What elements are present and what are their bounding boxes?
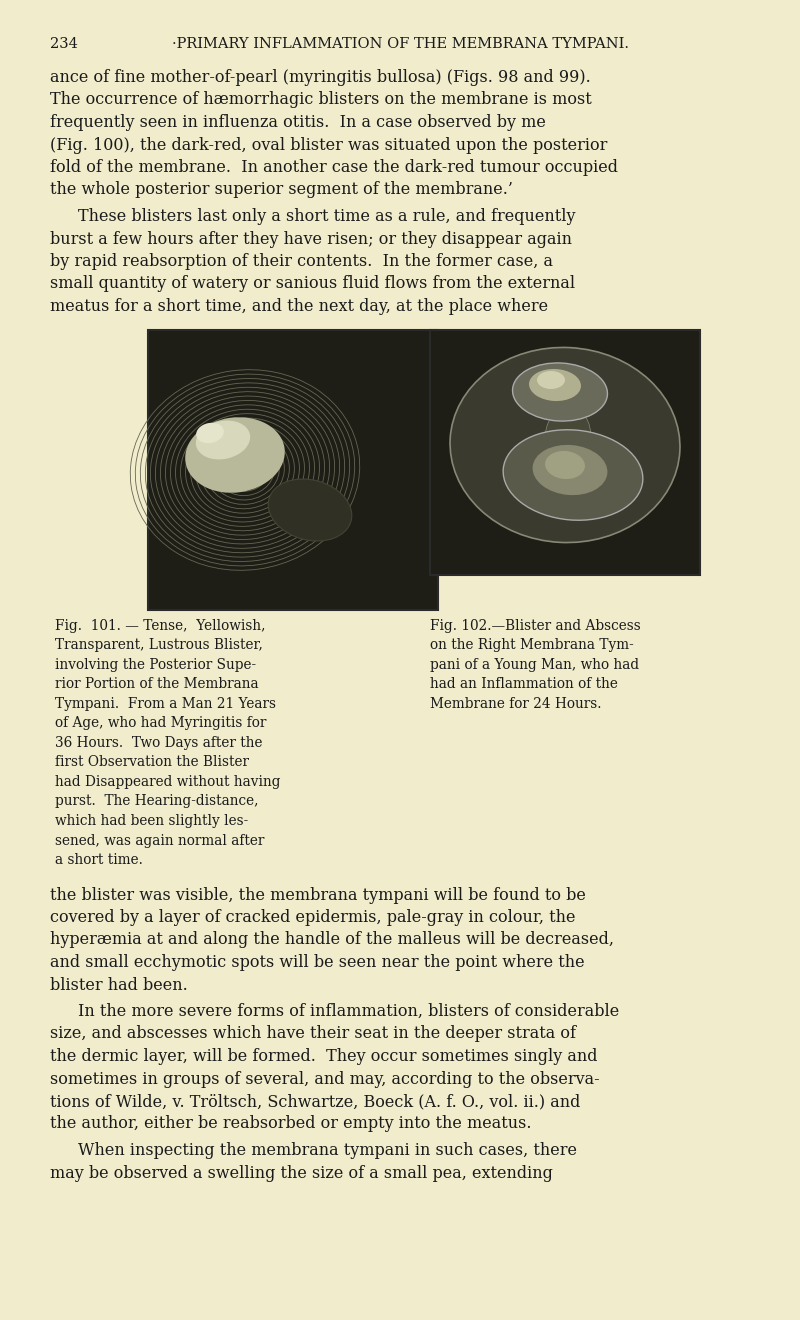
- Text: small quantity of watery or sanious fluid flows from the external: small quantity of watery or sanious flui…: [50, 276, 575, 293]
- Ellipse shape: [513, 363, 607, 421]
- Text: the dermic layer, will be formed.  They occur sometimes singly and: the dermic layer, will be formed. They o…: [50, 1048, 598, 1065]
- Text: In the more severe forms of inflammation, blisters of considerable: In the more severe forms of inflammation…: [78, 1003, 619, 1020]
- Text: Membrane for 24 Hours.: Membrane for 24 Hours.: [430, 697, 602, 711]
- Ellipse shape: [546, 408, 590, 462]
- Bar: [430, 330, 700, 576]
- Text: sened, was again normal after: sened, was again normal after: [55, 833, 264, 847]
- Ellipse shape: [545, 451, 585, 479]
- Text: of Age, who had Myringitis for: of Age, who had Myringitis for: [55, 717, 266, 730]
- Text: purst.  The Hearing-distance,: purst. The Hearing-distance,: [55, 795, 258, 808]
- Ellipse shape: [503, 430, 643, 520]
- Ellipse shape: [533, 445, 607, 495]
- Text: The occurrence of hæmorrhagic blisters on the membrane is most: The occurrence of hæmorrhagic blisters o…: [50, 91, 592, 108]
- Text: blister had been.: blister had been.: [50, 977, 188, 994]
- Text: When inspecting the membrana tympani in such cases, there: When inspecting the membrana tympani in …: [78, 1142, 577, 1159]
- Ellipse shape: [196, 421, 250, 459]
- Ellipse shape: [186, 417, 285, 492]
- Text: Transparent, Lustrous Blister,: Transparent, Lustrous Blister,: [55, 639, 263, 652]
- Text: which had been slightly les-: which had been slightly les-: [55, 814, 248, 828]
- Ellipse shape: [196, 422, 224, 444]
- Text: burst a few hours after they have risen; or they disappear again: burst a few hours after they have risen;…: [50, 231, 572, 248]
- Text: covered by a layer of cracked epidermis, pale-gray in colour, the: covered by a layer of cracked epidermis,…: [50, 909, 575, 927]
- Text: Fig.  101. — Tense,  Yellowish,: Fig. 101. — Tense, Yellowish,: [55, 619, 266, 634]
- Text: Tympani.  From a Man 21 Years: Tympani. From a Man 21 Years: [55, 697, 276, 711]
- Text: first Observation the Blister: first Observation the Blister: [55, 755, 249, 770]
- Text: 234: 234: [50, 37, 78, 51]
- Text: may be observed a swelling the size of a small pea, extending: may be observed a swelling the size of a…: [50, 1164, 553, 1181]
- Ellipse shape: [529, 370, 581, 401]
- Text: had an Inflammation of the: had an Inflammation of the: [430, 677, 618, 692]
- Text: rior Portion of the Membrana: rior Portion of the Membrana: [55, 677, 258, 692]
- Text: the author, either be reabsorbed or empty into the meatus.: the author, either be reabsorbed or empt…: [50, 1115, 531, 1133]
- Text: Fig. 102.—Blister and Abscess: Fig. 102.—Blister and Abscess: [430, 619, 641, 634]
- Text: tions of Wilde, v. Tröltsch, Schwartze, Boeck (A. f. O., vol. ii.) and: tions of Wilde, v. Tröltsch, Schwartze, …: [50, 1093, 580, 1110]
- Text: the blister was visible, the membrana tympani will be found to be: the blister was visible, the membrana ty…: [50, 887, 586, 903]
- Text: a short time.: a short time.: [55, 853, 143, 867]
- Ellipse shape: [268, 479, 352, 541]
- Ellipse shape: [450, 347, 680, 543]
- Text: size, and abscesses which have their seat in the deeper strata of: size, and abscesses which have their sea…: [50, 1026, 576, 1043]
- Text: meatus for a short time, and the next day, at the place where: meatus for a short time, and the next da…: [50, 298, 548, 315]
- Text: by rapid reabsorption of their contents.  In the former case, a: by rapid reabsorption of their contents.…: [50, 253, 553, 271]
- Text: ance of fine mother-of-pearl (myringitis bullosa) (Figs. 98 and 99).: ance of fine mother-of-pearl (myringitis…: [50, 69, 590, 86]
- Text: sometimes in groups of several, and may, according to the observa-: sometimes in groups of several, and may,…: [50, 1071, 600, 1088]
- Text: 36 Hours.  Two Days after the: 36 Hours. Two Days after the: [55, 737, 262, 750]
- Text: (Fig. 100), the dark-red, oval blister was situated upon the posterior: (Fig. 100), the dark-red, oval blister w…: [50, 136, 607, 153]
- Text: fold of the membrane.  In another case the dark-red tumour occupied: fold of the membrane. In another case th…: [50, 158, 618, 176]
- Text: frequently seen in influenza otitis.  In a case observed by me: frequently seen in influenza otitis. In …: [50, 114, 546, 131]
- Text: pani of a Young Man, who had: pani of a Young Man, who had: [430, 657, 639, 672]
- Ellipse shape: [537, 371, 565, 389]
- Text: the whole posterior superior segment of the membrane.’: the whole posterior superior segment of …: [50, 181, 513, 198]
- Text: These blisters last only a short time as a rule, and frequently: These blisters last only a short time as…: [78, 209, 575, 224]
- Bar: [148, 330, 438, 610]
- Text: hyperæmia at and along the handle of the malleus will be decreased,: hyperæmia at and along the handle of the…: [50, 932, 614, 949]
- Text: ·PRIMARY INFLAMMATION OF THE MEMBRANA TYMPANI.: ·PRIMARY INFLAMMATION OF THE MEMBRANA TY…: [171, 37, 629, 51]
- Text: on the Right Membrana Tym-: on the Right Membrana Tym-: [430, 639, 634, 652]
- Text: and small ecchymotic spots will be seen near the point where the: and small ecchymotic spots will be seen …: [50, 954, 585, 972]
- Text: had Disappeared without having: had Disappeared without having: [55, 775, 281, 789]
- Text: involving the Posterior Supe-: involving the Posterior Supe-: [55, 657, 256, 672]
